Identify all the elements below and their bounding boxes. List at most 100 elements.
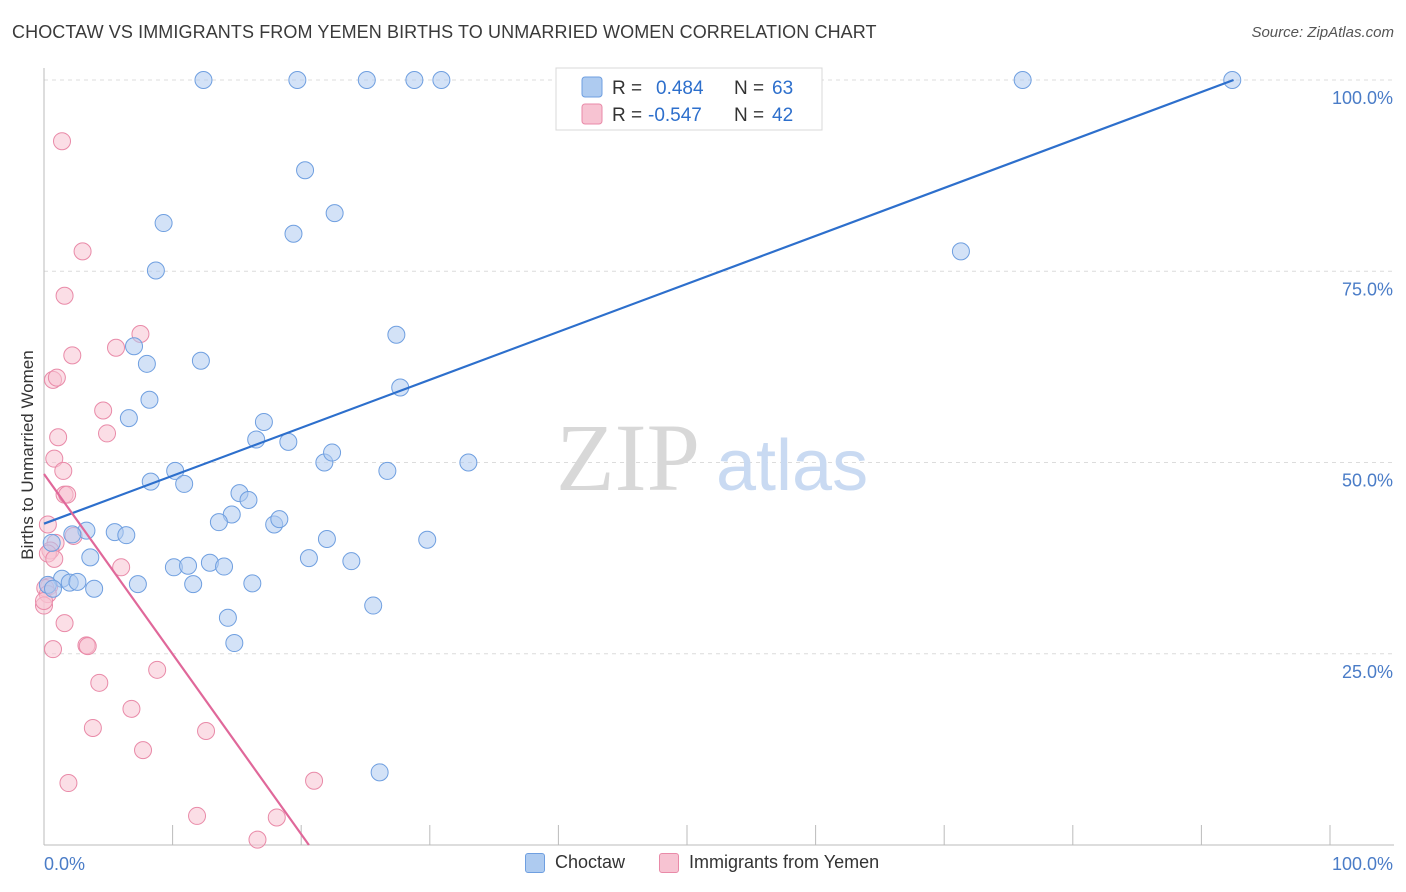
point-choctaw-26 xyxy=(459,453,478,472)
point-yemen-0 xyxy=(53,132,72,151)
point-choctaw-49 xyxy=(215,557,234,576)
point-yemen-15 xyxy=(38,515,57,534)
point-choctaw-33 xyxy=(209,513,228,532)
x-tick-label-0: 0.0% xyxy=(44,854,85,874)
point-yemen-35 xyxy=(197,722,216,741)
point-choctaw-58 xyxy=(44,579,63,598)
point-choctaw-9 xyxy=(284,224,303,243)
trend-line-yemen xyxy=(43,473,310,846)
legend-swatch-choctaw-bottom xyxy=(525,852,545,873)
point-yemen-30 xyxy=(148,660,167,679)
point-choctaw-60 xyxy=(364,596,383,615)
legend-swatch-choctaw xyxy=(581,76,603,98)
point-yemen-33 xyxy=(83,718,102,737)
point-choctaw-41 xyxy=(418,530,437,549)
y-tick-label-2: 75.0% xyxy=(1342,279,1393,299)
legend-item-yemen: Immigrants from Yemen xyxy=(659,852,879,873)
point-yemen-10 xyxy=(49,428,68,447)
y-tick-label-1: 50.0% xyxy=(1342,471,1393,491)
legend-n-value-1: 63 xyxy=(772,78,793,99)
point-choctaw-45 xyxy=(342,552,361,571)
point-choctaw-0 xyxy=(194,71,213,89)
point-choctaw-47 xyxy=(179,556,198,575)
point-choctaw-15 xyxy=(191,351,210,370)
point-yemen-37 xyxy=(305,771,324,790)
point-choctaw-61 xyxy=(225,634,244,653)
point-yemen-1 xyxy=(73,242,92,261)
point-choctaw-40 xyxy=(317,530,336,548)
watermark-atlas: atlas xyxy=(716,426,868,506)
point-choctaw-42 xyxy=(42,533,61,552)
point-choctaw-31 xyxy=(239,490,258,509)
point-choctaw-12 xyxy=(146,261,165,280)
legend-r-value-1: 0.484 xyxy=(656,78,704,99)
point-yemen-31 xyxy=(90,673,109,692)
point-choctaw-13 xyxy=(125,337,144,356)
bottom-legend: Choctaw Immigrants from Yemen xyxy=(525,852,903,873)
grid xyxy=(44,79,1394,655)
point-choctaw-2 xyxy=(357,71,376,89)
trend-lines xyxy=(43,78,1234,846)
point-choctaw-35 xyxy=(270,510,289,529)
y-tick-label-0: 25.0% xyxy=(1342,662,1393,682)
trend-line-choctaw xyxy=(43,78,1234,525)
point-yemen-2 xyxy=(55,286,74,305)
legend-label-choctaw: Choctaw xyxy=(555,852,626,872)
point-yemen-21 xyxy=(112,558,131,577)
point-choctaw-20 xyxy=(254,412,273,431)
point-yemen-36 xyxy=(59,774,78,793)
point-yemen-7 xyxy=(47,368,66,387)
point-choctaw-55 xyxy=(243,574,262,593)
point-choctaw-53 xyxy=(128,575,147,594)
source-label: Source: ZipAtlas.com xyxy=(1251,24,1394,41)
watermark-zip: ZIP xyxy=(556,404,700,511)
data-points xyxy=(35,71,1242,849)
legend-swatch-yemen xyxy=(581,103,603,125)
point-choctaw-54 xyxy=(184,575,203,594)
legend-r-value-2: -0.547 xyxy=(648,105,702,126)
point-choctaw-8 xyxy=(154,214,173,233)
point-yemen-11 xyxy=(45,449,64,468)
point-choctaw-44 xyxy=(299,549,318,568)
legend-item-choctaw: Choctaw xyxy=(525,852,625,873)
point-choctaw-10 xyxy=(325,204,344,223)
point-yemen-38 xyxy=(188,806,207,825)
point-choctaw-4 xyxy=(432,71,451,89)
point-choctaw-24 xyxy=(323,443,342,462)
point-yemen-40 xyxy=(248,830,267,849)
point-choctaw-11 xyxy=(951,242,970,261)
legend-swatch-yemen-bottom xyxy=(659,852,680,873)
point-choctaw-16 xyxy=(387,325,406,344)
point-yemen-14 xyxy=(58,485,77,504)
point-yemen-20 xyxy=(45,549,64,568)
point-choctaw-29 xyxy=(175,474,194,493)
stats-legend: R = 0.484 N = 63 R = -0.547 N = 42 xyxy=(555,67,823,131)
x-tick-label-1: 100.0% xyxy=(1332,854,1393,874)
point-choctaw-52 xyxy=(68,572,87,591)
point-yemen-5 xyxy=(107,338,126,357)
point-choctaw-43 xyxy=(81,548,100,567)
point-choctaw-25 xyxy=(378,461,397,480)
point-yemen-28 xyxy=(78,637,97,656)
legend-n-label-1: N = xyxy=(734,78,764,99)
watermark: ZIP atlas xyxy=(556,404,868,511)
point-yemen-12 xyxy=(54,461,73,480)
point-choctaw-62 xyxy=(370,763,389,782)
point-choctaw-39 xyxy=(117,526,136,545)
point-yemen-29 xyxy=(44,640,63,659)
legend-label-yemen: Immigrants from Yemen xyxy=(689,852,880,872)
point-yemen-34 xyxy=(134,741,153,760)
legend-n-label-2: N = xyxy=(734,105,764,126)
point-choctaw-14 xyxy=(137,354,156,373)
point-choctaw-5 xyxy=(1013,71,1032,89)
point-yemen-26 xyxy=(55,614,74,633)
y-tick-label-3: 100.0% xyxy=(1332,88,1393,108)
legend-r-label-1: R = xyxy=(612,78,642,99)
point-choctaw-1 xyxy=(288,71,307,89)
point-yemen-32 xyxy=(122,699,141,718)
point-choctaw-56 xyxy=(85,579,104,598)
point-choctaw-7 xyxy=(296,161,315,180)
legend-r-label-2: R = xyxy=(612,105,642,126)
point-yemen-8 xyxy=(94,401,113,420)
